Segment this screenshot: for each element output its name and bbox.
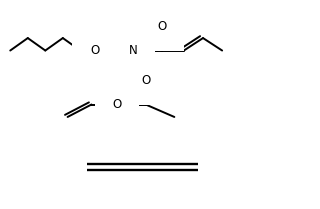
Text: O: O [157, 20, 166, 33]
Text: O: O [90, 44, 99, 57]
Text: O: O [112, 98, 122, 111]
Text: H: H [130, 60, 138, 70]
Text: O: O [141, 74, 150, 87]
Text: N: N [129, 44, 137, 57]
